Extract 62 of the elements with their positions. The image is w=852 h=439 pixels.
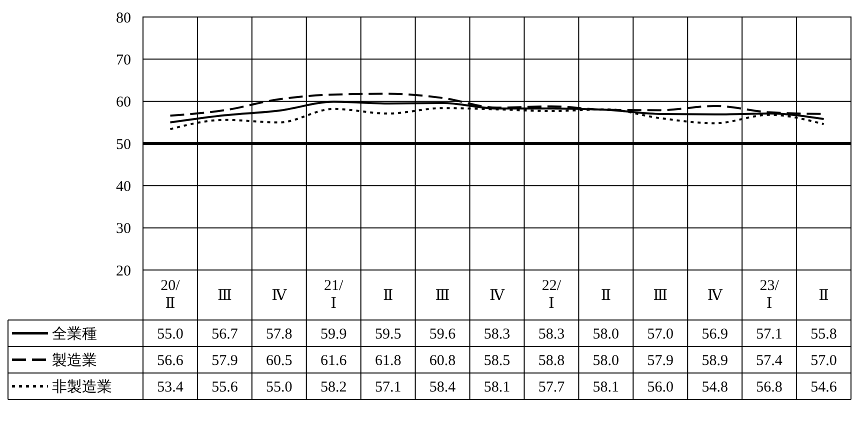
x-tick-label: Ⅳ bbox=[272, 288, 288, 304]
data-label: 54.8 bbox=[702, 380, 728, 396]
data-label: 57.9 bbox=[212, 353, 238, 369]
x-tick-label: Ⅱ bbox=[818, 288, 829, 304]
data-label: 59.6 bbox=[429, 326, 456, 342]
x-tick-label: Ⅲ bbox=[653, 288, 668, 304]
data-label: 57.4 bbox=[756, 353, 783, 369]
data-label: 58.2 bbox=[320, 380, 347, 396]
data-label: 56.7 bbox=[212, 326, 238, 342]
data-label: 57.8 bbox=[266, 326, 292, 342]
data-label: 58.1 bbox=[484, 380, 510, 396]
data-label: 58.9 bbox=[702, 353, 728, 369]
x-tick-label: 22/Ⅰ bbox=[542, 278, 562, 312]
data-label: 58.3 bbox=[538, 326, 565, 342]
data-label: 59.9 bbox=[320, 326, 347, 342]
data-label: 57.1 bbox=[756, 326, 782, 342]
data-label: 57.9 bbox=[647, 353, 674, 369]
x-tick-label: Ⅱ bbox=[600, 288, 612, 304]
data-label: 56.6 bbox=[157, 353, 184, 369]
data-label: 58.4 bbox=[429, 380, 456, 396]
x-tick-label: Ⅲ bbox=[435, 288, 450, 304]
data-label: 53.4 bbox=[157, 380, 184, 396]
legend-label: 非製造業 bbox=[52, 378, 112, 396]
data-label: 59.5 bbox=[374, 326, 402, 342]
legend-label: 全業種 bbox=[52, 326, 97, 342]
data-label: 58.3 bbox=[484, 326, 510, 342]
data-label: 58.1 bbox=[592, 380, 620, 396]
data-label: 57.0 bbox=[647, 326, 674, 342]
legend-label: 製造業 bbox=[52, 352, 97, 369]
data-label: 54.6 bbox=[810, 380, 838, 396]
data-label: 60.5 bbox=[266, 353, 292, 369]
data-label: 61.6 bbox=[320, 353, 348, 369]
y-tick-label: 80 bbox=[116, 10, 131, 26]
x-tick-label: 20/Ⅱ bbox=[160, 278, 181, 312]
data-label: 56.9 bbox=[702, 326, 728, 342]
data-label: 55.0 bbox=[266, 380, 292, 396]
y-tick-label: 60 bbox=[116, 94, 131, 111]
x-tick-label: Ⅲ bbox=[217, 288, 232, 304]
data-label: 55.6 bbox=[212, 380, 238, 396]
y-tick-label: 30 bbox=[116, 221, 131, 238]
data-label: 55.8 bbox=[810, 326, 837, 342]
y-tick-label: 50 bbox=[116, 136, 131, 153]
x-tick-label: Ⅱ bbox=[382, 288, 394, 304]
x-tick-label: 23/Ⅰ bbox=[760, 278, 780, 312]
data-label: 56.8 bbox=[756, 380, 782, 396]
x-tick-label: 21/Ⅰ bbox=[324, 278, 344, 312]
x-tick-label: Ⅳ bbox=[490, 288, 506, 304]
data-label: 57.0 bbox=[810, 353, 837, 369]
data-label: 57.7 bbox=[538, 380, 566, 396]
y-tick-label: 70 bbox=[116, 52, 131, 68]
data-label: 58.0 bbox=[592, 353, 620, 369]
data-label: 55.0 bbox=[157, 326, 184, 342]
data-label: 56.0 bbox=[647, 380, 674, 396]
data-label: 60.8 bbox=[429, 353, 456, 369]
data-label: 61.8 bbox=[374, 353, 402, 369]
y-tick-label: 20 bbox=[116, 263, 131, 280]
data-label: 58.8 bbox=[538, 353, 565, 369]
data-label: 58.0 bbox=[592, 326, 620, 342]
x-tick-label: Ⅳ bbox=[707, 288, 724, 304]
data-label: 58.5 bbox=[484, 353, 510, 369]
y-tick-label: 40 bbox=[116, 178, 131, 195]
data-label: 57.1 bbox=[374, 380, 402, 396]
